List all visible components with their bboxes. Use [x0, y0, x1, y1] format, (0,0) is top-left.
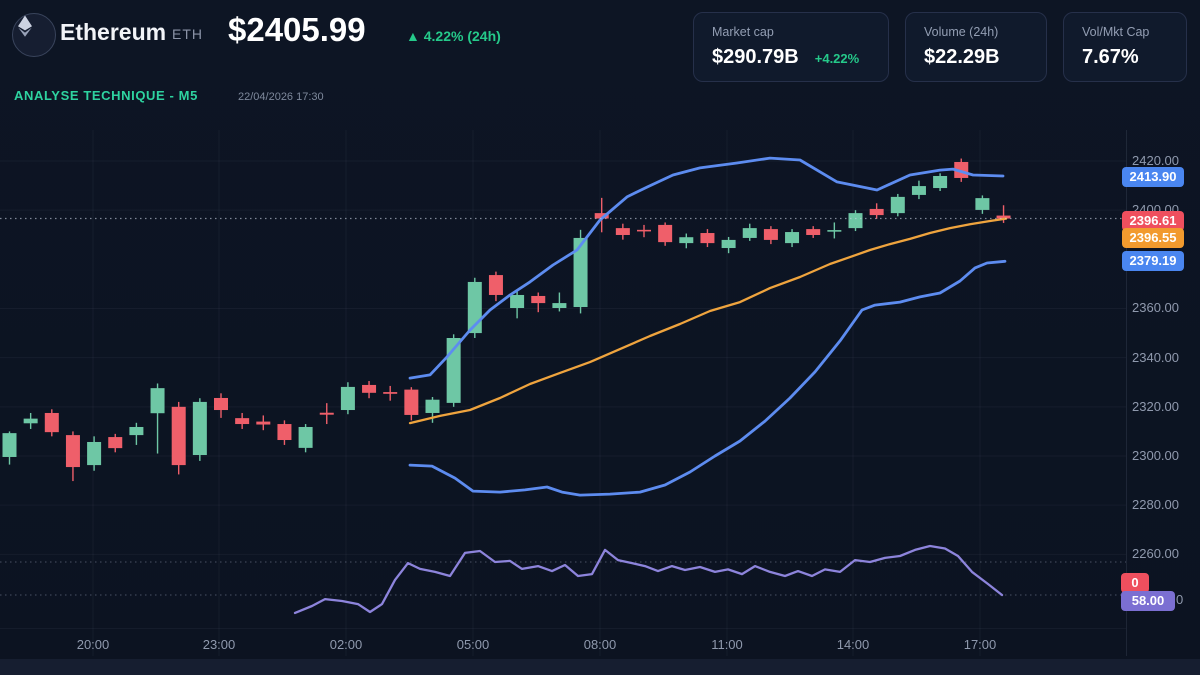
price-badge: 2379.19 — [1122, 251, 1184, 271]
candle-body — [933, 175, 948, 189]
candle-body — [23, 418, 38, 424]
coin-name: Ethereum — [60, 19, 167, 45]
price-axis-label: 2340.00 — [1132, 349, 1179, 365]
time-axis-label: 14:00 — [836, 637, 870, 652]
candle-body — [721, 239, 736, 249]
candle-body — [171, 406, 186, 466]
analysis-timestamp: 22/04/2026 17:30 — [238, 91, 324, 103]
candle-body — [700, 233, 715, 244]
candle-body — [658, 224, 673, 243]
time-axis-label: 17:00 — [963, 637, 997, 652]
candle-body — [531, 295, 546, 304]
candle-body — [679, 237, 694, 244]
candle-body — [890, 196, 905, 214]
candle-body — [637, 229, 651, 232]
candle-body — [848, 213, 863, 229]
candle-body — [594, 213, 609, 219]
stat-cards: Market cap $290.79B +4.22% Volume (24h) … — [693, 12, 1187, 82]
candle-body — [340, 386, 355, 411]
candle-body — [256, 421, 271, 425]
coin-price: $2405.99 — [228, 11, 366, 48]
price-change-24h: ▲ 4.22% (24h) — [406, 28, 501, 44]
candle-body — [573, 237, 588, 308]
coin-ticker: ETH — [172, 26, 203, 42]
candle-body — [87, 441, 102, 466]
time-axis-label: 05:00 — [456, 637, 490, 652]
candle-body — [785, 232, 800, 244]
analysis-title: ANALYSE TECHNIQUE - M5 — [14, 88, 198, 103]
candle-body — [552, 303, 567, 309]
price-badge: 58.00 — [1121, 591, 1175, 611]
candle-body — [763, 229, 778, 240]
candle-body — [235, 418, 250, 425]
candle-body — [869, 208, 884, 216]
candle-body — [362, 384, 377, 393]
market-cap-card: Market cap $290.79B +4.22% — [693, 12, 889, 82]
price-axis-label: 2260.00 — [1132, 546, 1179, 562]
candle-body — [404, 389, 419, 415]
market-cap-value: $290.79B — [712, 46, 799, 68]
candle-body — [214, 397, 228, 411]
bollinger-middle-line — [408, 217, 1008, 425]
time-axis-label: 11:00 — [711, 637, 743, 652]
vol-mkt-cap-card: Vol/Mkt Cap 7.67% — [1063, 12, 1187, 82]
price-axis-label: 2360.00 — [1132, 300, 1179, 316]
vol-mkt-cap-value: 7.67% — [1082, 46, 1139, 68]
candle-body — [150, 388, 165, 414]
oscillator-zero-label: 0 — [1176, 592, 1184, 607]
price-badge: 2396.61 — [1122, 211, 1184, 231]
market-cap-label: Market cap — [712, 25, 774, 39]
price-axis-label: 2320.00 — [1132, 398, 1179, 414]
candle-body — [108, 437, 123, 449]
candle-body — [742, 228, 757, 238]
time-axis-label: 08:00 — [583, 637, 617, 652]
candle-body — [975, 198, 990, 210]
bollinger-lower-line — [408, 259, 1007, 497]
rsi-line — [293, 544, 1004, 615]
candle-body — [510, 294, 525, 309]
candle-body — [488, 275, 503, 295]
candle-body — [65, 435, 80, 468]
candle-body — [44, 412, 59, 433]
price-axis-label: 2300.00 — [1132, 447, 1179, 463]
ethereum-logo-icon — [12, 13, 56, 57]
time-axis-label: 20:00 — [76, 637, 110, 652]
volume-value: $22.29B — [924, 46, 1000, 68]
price-axis-label: 2420.00 — [1132, 153, 1179, 168]
candle-body — [383, 392, 398, 394]
candle-body — [129, 426, 144, 436]
price-badge: 2396.55 — [1122, 228, 1184, 248]
price-badge: 2413.90 — [1122, 167, 1184, 187]
candle-body — [298, 426, 313, 448]
market-cap-change: +4.22% — [814, 51, 860, 66]
candle-body — [615, 228, 630, 235]
price-badge: 0 — [1121, 573, 1149, 593]
candle-body — [319, 412, 334, 415]
candle-body — [996, 215, 1011, 219]
candle-body — [806, 229, 821, 235]
candle-body — [911, 186, 926, 195]
time-axis-label: 02:00 — [329, 637, 363, 652]
candle-body — [827, 230, 842, 232]
bollinger-upper-line — [408, 156, 1005, 380]
time-axis-label: 23:00 — [202, 637, 236, 652]
volume-card: Volume (24h) $22.29B — [905, 12, 1047, 82]
bottom-strip — [0, 659, 1200, 675]
candle-body — [277, 424, 292, 441]
candle-body — [2, 433, 17, 457]
price-axis-label: 2280.00 — [1132, 497, 1179, 513]
candle-body — [192, 401, 207, 456]
vol-mkt-cap-label: Vol/Mkt Cap — [1082, 25, 1150, 39]
volume-label: Volume (24h) — [924, 25, 999, 39]
candle-body — [425, 399, 440, 413]
